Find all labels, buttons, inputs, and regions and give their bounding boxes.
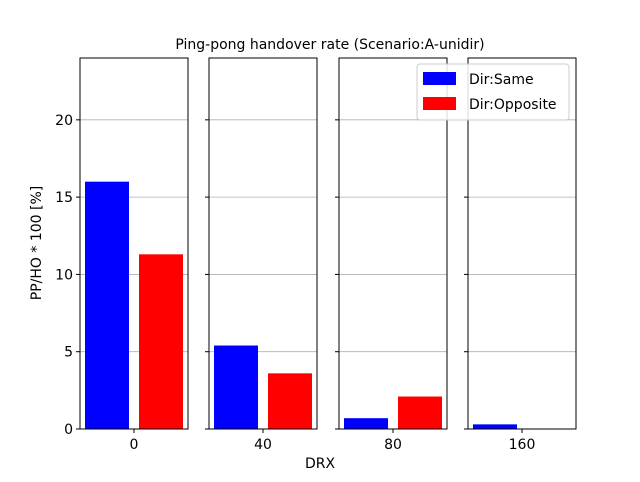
y-tick-label-5: 5	[64, 345, 73, 361]
bar-dir-same-80	[344, 418, 388, 429]
legend-label-1: Dir:Opposite	[469, 97, 557, 113]
bar-dir-same-0	[85, 181, 129, 429]
bar-dir-opposite-80	[398, 396, 442, 429]
panel-frame-160	[467, 57, 577, 430]
y-tick-label-0: 0	[64, 422, 73, 438]
panel-80: 80	[335, 57, 448, 453]
x-tick-label-40: 40	[254, 437, 272, 453]
bar-dir-same-40	[214, 345, 258, 429]
panel-frame-40	[208, 57, 318, 430]
bar-dir-opposite-0	[139, 254, 183, 429]
y-tick-label-15: 15	[55, 190, 73, 206]
x-tick-label-0: 0	[130, 437, 139, 453]
panel-frame-0	[79, 57, 189, 430]
panel-40: 40	[205, 57, 318, 453]
panel-0: 0 5 10 15 20 0	[55, 57, 189, 453]
y-tick-label-20: 20	[55, 113, 73, 129]
legend-swatch-1	[423, 97, 456, 110]
legend-label-0: Dir:Same	[469, 72, 534, 88]
y-axis-label: PP/HO * 100 [%]	[29, 186, 45, 300]
panel-160: 160	[464, 57, 577, 453]
chart-panels: 0 5 10 15 20 0 40 80 160	[55, 57, 577, 453]
bar-dir-same-160	[473, 424, 517, 429]
legend-swatch-0	[423, 72, 456, 85]
bar-dir-opposite-40	[268, 373, 312, 429]
x-tick-label-160: 160	[509, 437, 536, 453]
panel-frame-80	[338, 57, 448, 430]
legend: Dir:Same Dir:Opposite	[416, 63, 570, 121]
y-tick-label-10: 10	[55, 267, 73, 283]
x-tick-label-80: 80	[384, 437, 402, 453]
chart-title: Ping-pong handover rate (Scenario:A-unid…	[175, 37, 484, 53]
x-axis-label: DRX	[305, 456, 336, 472]
